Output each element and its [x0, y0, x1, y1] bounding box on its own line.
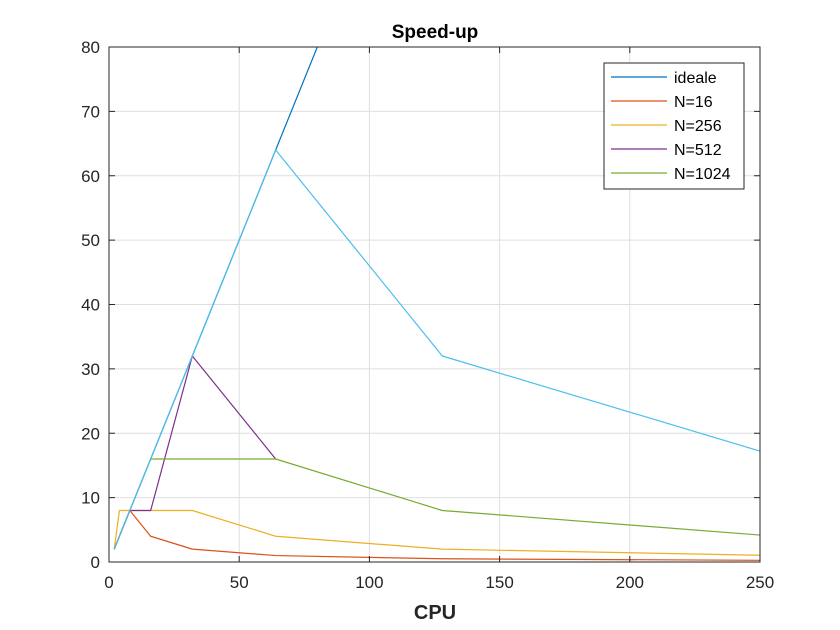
series-line-unlabeled [113, 149, 760, 550]
legend: ideale N=16 N=256 N=512 N=1024 [603, 62, 745, 190]
x-tick-label: 150 [485, 573, 513, 592]
x-tick-label: 200 [616, 573, 644, 592]
legend-box [603, 62, 745, 190]
x-tick-label: 0 [104, 573, 113, 592]
y-tick-label: 0 [91, 553, 100, 572]
y-tick-label: 70 [81, 102, 100, 121]
x-tick-label: 250 [746, 573, 774, 592]
legend-label-n-1024: N=1024 [674, 166, 731, 183]
chart-title: Speed-up [392, 22, 479, 43]
x-tick-label: 100 [355, 573, 383, 592]
y-tick-label: 50 [81, 231, 100, 250]
y-tick-label: 40 [81, 296, 100, 315]
legend-label-n-16: N=16 [674, 94, 713, 111]
x-axis-label: CPU [414, 602, 456, 624]
legend-label-n-512: N=512 [674, 142, 722, 159]
series-line-n-256 [113, 509, 760, 556]
y-tick-label: 20 [81, 424, 100, 443]
axis-ticks: 0 50 100 150 200 250 0 10 20 30 40 50 60 70 80 [81, 38, 774, 592]
series-lines [113, 47, 760, 561]
x-tick-label: 50 [230, 573, 249, 592]
legend-label-n-256: N=256 [674, 118, 722, 135]
y-tick-label: 60 [81, 167, 100, 186]
y-tick-label: 80 [81, 38, 100, 57]
y-tick-label: 10 [81, 489, 100, 508]
y-tick-label: 30 [81, 360, 100, 379]
legend-label-ideale: ideale [674, 70, 717, 87]
